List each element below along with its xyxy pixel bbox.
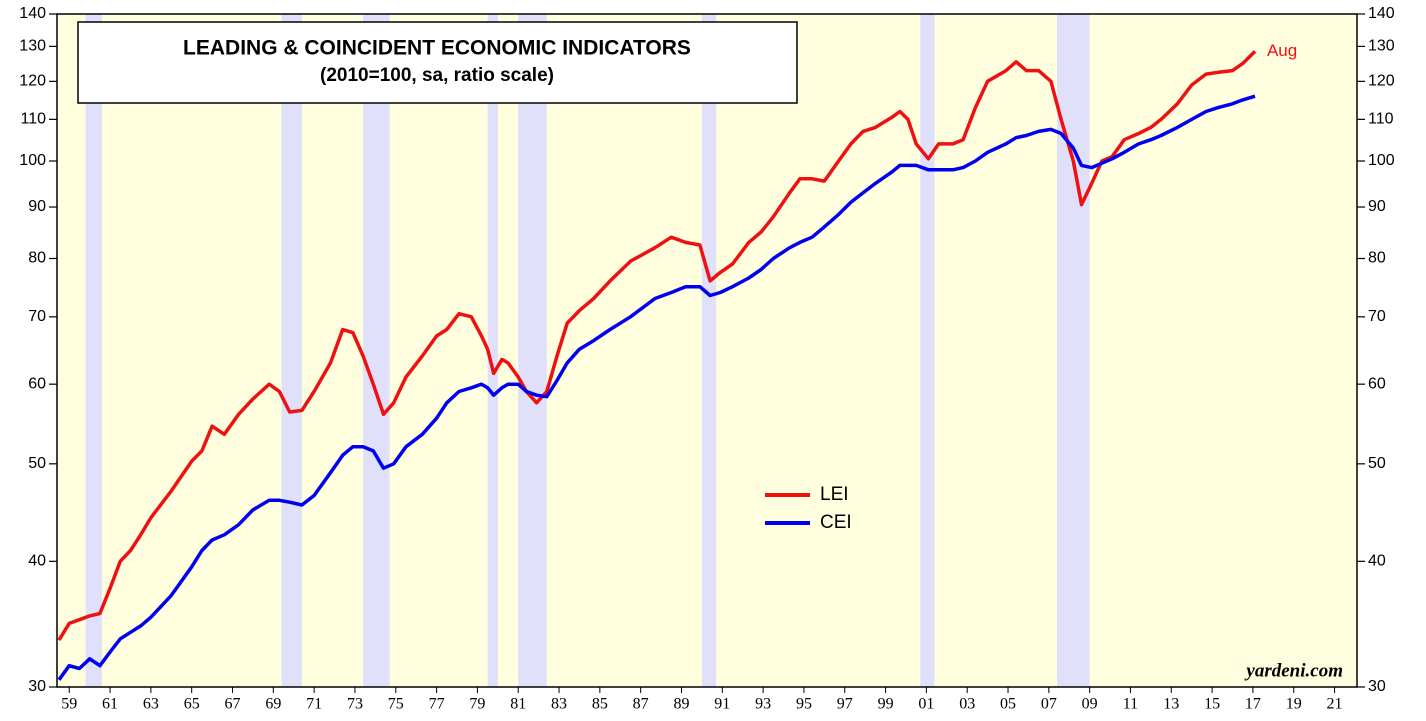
y2-tick-label: 130 bbox=[1368, 38, 1395, 55]
recession-band bbox=[363, 14, 390, 687]
x-tick-label: 65 bbox=[184, 696, 200, 713]
recession-band bbox=[281, 14, 302, 687]
recession-band bbox=[85, 14, 102, 687]
series-line bbox=[57, 50, 1257, 642]
x-tick-label: 91 bbox=[714, 696, 730, 713]
x-tick-label: 87 bbox=[633, 696, 649, 713]
x-tick-label: 89 bbox=[673, 696, 689, 713]
y2-tick-label: 110 bbox=[1368, 111, 1394, 128]
x-tick-label: 99 bbox=[878, 696, 894, 713]
legend-label: LEI bbox=[820, 484, 849, 505]
y2-tick-label: 30 bbox=[1368, 678, 1386, 695]
y-tick-label: 30 bbox=[28, 678, 46, 695]
x-tick-label: 69 bbox=[265, 696, 281, 713]
y2-tick-label: 120 bbox=[1368, 73, 1395, 90]
legend-label: CEI bbox=[820, 512, 852, 533]
y-tick-label: 70 bbox=[28, 308, 46, 325]
x-tick-label: 21 bbox=[1327, 696, 1343, 713]
y-tick-label: 140 bbox=[19, 5, 46, 22]
y-tick-label: 50 bbox=[28, 455, 46, 472]
recession-band bbox=[920, 14, 935, 687]
title-box bbox=[77, 21, 798, 104]
x-tick-label: 93 bbox=[755, 696, 771, 713]
x-tick-label: 59 bbox=[61, 696, 77, 713]
x-tick-label: 95 bbox=[796, 696, 812, 713]
y-tick-label: 130 bbox=[19, 38, 46, 55]
recession-band bbox=[1057, 14, 1090, 687]
chart-title: LEADING & COINCIDENT ECONOMIC INDICATORS bbox=[183, 37, 691, 60]
x-tick-label: 67 bbox=[225, 696, 241, 713]
y-tick-label: 80 bbox=[28, 250, 46, 267]
chart-subtitle: (2010=100, sa, ratio scale) bbox=[320, 65, 554, 86]
x-tick-label: 83 bbox=[551, 696, 567, 713]
x-tick-label: 17 bbox=[1245, 696, 1261, 713]
annotation: Aug bbox=[1267, 41, 1297, 60]
y2-tick-label: 90 bbox=[1368, 198, 1386, 215]
x-tick-label: 19 bbox=[1286, 696, 1302, 713]
x-tick-label: 03 bbox=[959, 696, 975, 713]
x-tick-label: 79 bbox=[469, 696, 485, 713]
x-tick-label: 15 bbox=[1204, 696, 1220, 713]
y-tick-label: 100 bbox=[19, 152, 46, 169]
y-tick-label: 60 bbox=[28, 375, 46, 392]
x-tick-label: 07 bbox=[1041, 696, 1057, 713]
y2-tick-label: 140 bbox=[1368, 5, 1395, 22]
x-tick-label: 01 bbox=[918, 696, 934, 713]
source: yardeni.com bbox=[1244, 660, 1343, 681]
series-line bbox=[57, 94, 1256, 681]
x-tick-label: 63 bbox=[143, 696, 159, 713]
x-tick-label: 75 bbox=[388, 696, 404, 713]
y2-tick-label: 70 bbox=[1368, 308, 1386, 325]
y-tick-label: 120 bbox=[19, 73, 46, 90]
x-tick-label: 71 bbox=[306, 696, 322, 713]
plot-frame bbox=[56, 13, 1358, 688]
y2-tick-label: 50 bbox=[1368, 455, 1386, 472]
x-tick-label: 05 bbox=[1000, 696, 1016, 713]
x-tick-label: 13 bbox=[1163, 696, 1179, 713]
recession-band bbox=[487, 14, 498, 687]
recession-band bbox=[701, 14, 717, 687]
recession-band bbox=[518, 14, 547, 687]
x-tick-label: 77 bbox=[429, 696, 445, 713]
x-tick-label: 81 bbox=[510, 696, 526, 713]
y2-tick-label: 40 bbox=[1368, 553, 1386, 570]
x-tick-label: 85 bbox=[592, 696, 608, 713]
x-tick-label: 73 bbox=[347, 696, 363, 713]
y2-tick-label: 100 bbox=[1368, 152, 1395, 169]
y-tick-label: 90 bbox=[28, 198, 46, 215]
x-tick-label: 09 bbox=[1082, 696, 1098, 713]
y2-tick-label: 80 bbox=[1368, 250, 1386, 267]
y2-tick-label: 60 bbox=[1368, 375, 1386, 392]
x-tick-label: 11 bbox=[1123, 696, 1138, 713]
x-tick-label: 97 bbox=[837, 696, 853, 713]
x-tick-label: 61 bbox=[102, 696, 118, 713]
y-tick-label: 110 bbox=[20, 111, 46, 128]
y-tick-label: 40 bbox=[28, 553, 46, 570]
